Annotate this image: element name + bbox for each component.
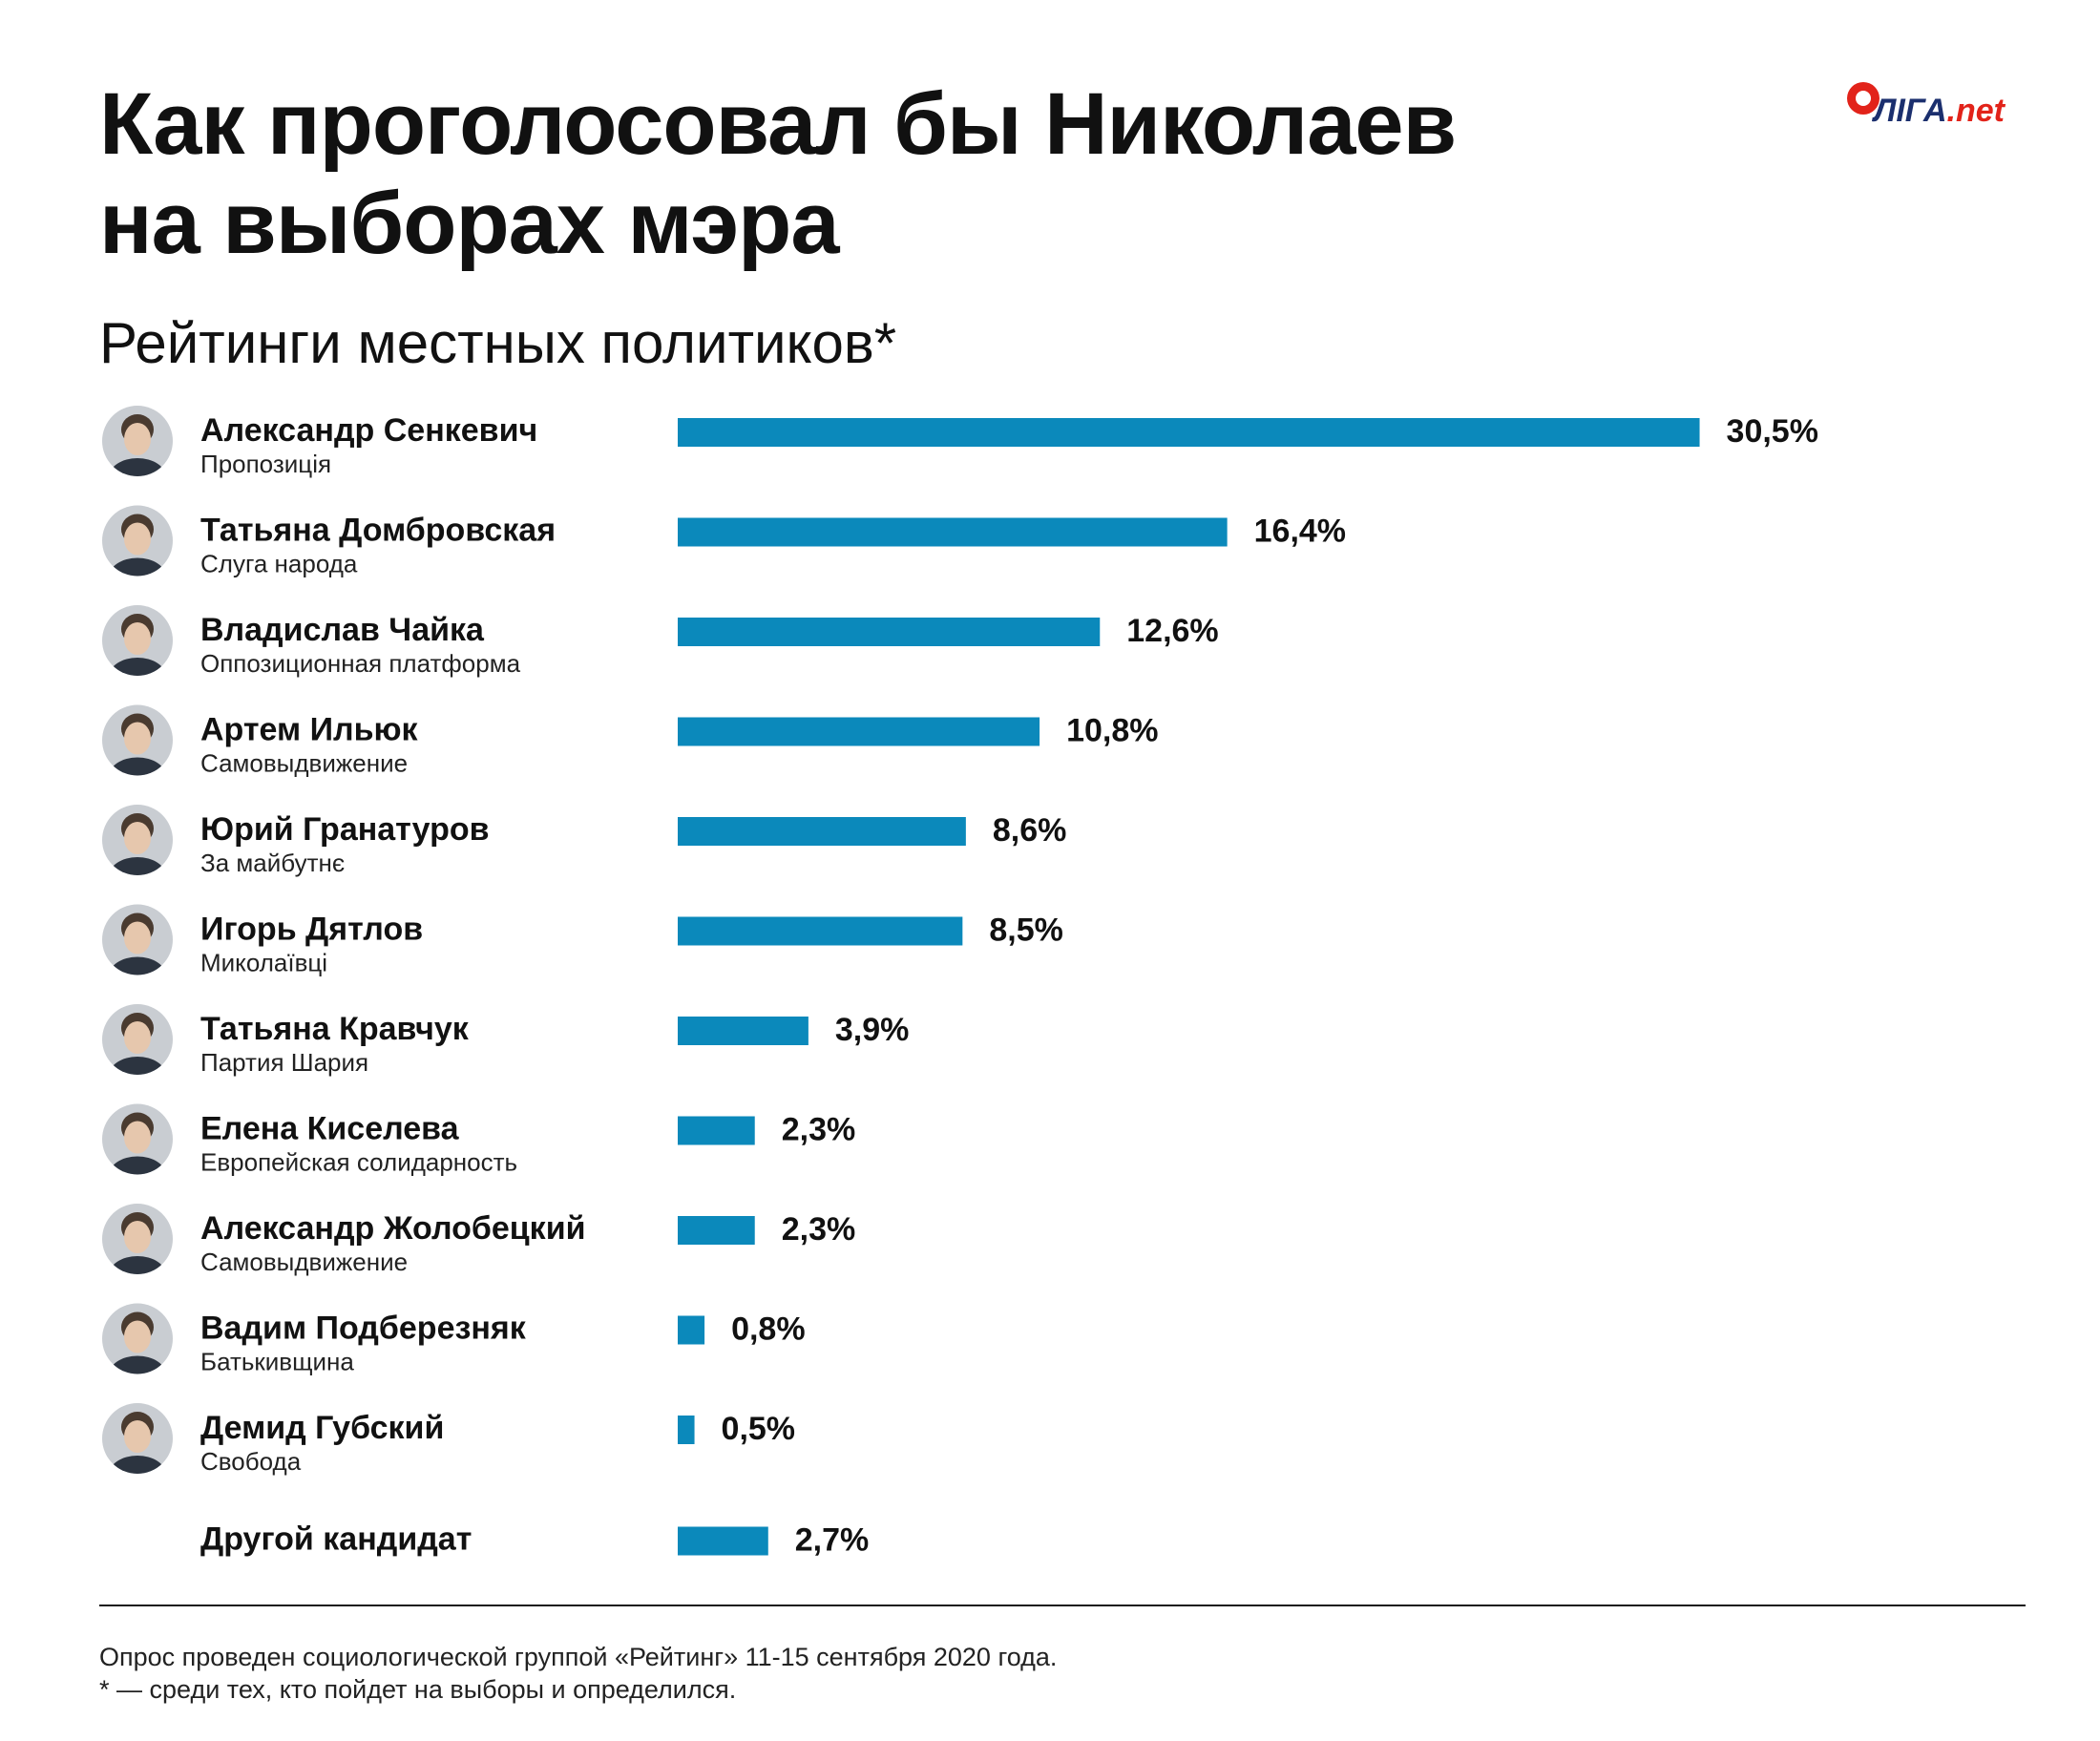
candidate-name: Елена Киселева: [200, 1111, 460, 1147]
bar-value-label: 3,9%: [835, 1012, 910, 1048]
candidate-photo: [102, 1204, 173, 1274]
bar-value-label: 16,4%: [1254, 514, 1346, 550]
candidate-name: Другой кандидат: [200, 1521, 472, 1558]
candidate-photo: [102, 505, 173, 577]
candidate-photo: [102, 1303, 173, 1374]
candidate-photo: [102, 1004, 173, 1075]
candidate-party: Самовыдвижение: [200, 749, 408, 778]
footer-divider: [99, 1605, 2026, 1606]
bar: [678, 517, 1228, 547]
bar-value-label: 8,6%: [993, 812, 1067, 849]
footnote: Опрос проведен социологической группой «…: [99, 1641, 1913, 1706]
logo-tld: .net: [1946, 93, 2005, 129]
bar-value-label: 0,8%: [731, 1311, 806, 1348]
candidate-party: Оппозиционная платформа: [200, 649, 521, 678]
chart-subtitle: Рейтинги местных политиков*: [99, 311, 897, 375]
chart-title: Как проголосовал бы Николаев на выборах …: [99, 74, 1722, 273]
candidate-photo: [102, 1103, 173, 1175]
candidate-photo: [102, 406, 173, 476]
liga-net-logo[interactable]: ЛІГА.net: [1847, 74, 2028, 132]
candidate-party: Слуга народа: [200, 550, 358, 578]
candidate-name: Артем Ильюк: [200, 712, 419, 748]
candidate-photo: [102, 805, 173, 875]
candidate-party: Европейская солидарность: [200, 1148, 517, 1177]
candidate-name: Александр Жолобецкий: [200, 1210, 586, 1247]
chart-title-line-2: на выборах мэра: [99, 175, 840, 272]
candidate-name: Владислав Чайка: [200, 612, 485, 648]
candidate-name: Вадим Подберезняк: [200, 1311, 527, 1347]
bar: [678, 817, 966, 846]
bar-value-label: 0,5%: [722, 1411, 796, 1447]
bar: [678, 618, 1101, 646]
candidate-name: Татьяна Домбровская: [200, 513, 556, 549]
candidate-photo: [102, 704, 173, 776]
bar-value-label: 30,5%: [1727, 413, 1818, 450]
bar: [678, 418, 1700, 447]
candidate-photo: [102, 904, 173, 975]
bar: [678, 916, 963, 946]
bar: [678, 1017, 808, 1045]
candidate-photo: [102, 605, 173, 676]
candidate-name: Татьяна Кравчук: [200, 1011, 470, 1047]
candidate-party: Свобода: [200, 1447, 302, 1476]
candidate-name: Александр Сенкевич: [200, 412, 537, 449]
liga-logo-icon: [1847, 82, 1880, 115]
bar: [678, 1416, 695, 1444]
bar-value-label: 8,5%: [989, 912, 1063, 949]
bar-value-label: 10,8%: [1066, 713, 1158, 749]
candidate-name: Юрий Гранатуров: [200, 811, 490, 848]
candidate-name: Демид Губский: [200, 1410, 444, 1446]
candidate-photo: [102, 1403, 173, 1474]
candidate-name: Игорь Дятлов: [200, 912, 423, 948]
bar: [678, 1315, 705, 1345]
bar: [678, 1526, 768, 1556]
candidate-party: За майбутнє: [200, 849, 345, 877]
bar-value-label: 2,7%: [795, 1522, 870, 1559]
survey-source-note: Опрос проведен социологической группой «…: [99, 1643, 1058, 1671]
candidate-party: Самовыдвижение: [200, 1248, 408, 1276]
bar: [678, 1116, 755, 1145]
chart-title-line-1: Как проголосовал бы Николаев: [99, 75, 1457, 173]
candidate-party: Партия Шария: [200, 1048, 368, 1077]
asterisk-note: * — среди тех, кто пойдет на выборы и оп…: [99, 1675, 737, 1704]
candidate-row: Другой кандидат 2,7%: [200, 1521, 869, 1559]
candidate-party: Миколаївці: [200, 949, 327, 977]
bar-value-label: 12,6%: [1126, 613, 1218, 649]
bar: [678, 1216, 755, 1245]
candidate-party: Пропозиція: [200, 450, 331, 478]
bar-value-label: 2,3%: [782, 1112, 856, 1148]
candidate-party: Батькивщина: [200, 1348, 354, 1376]
bar: [678, 717, 1040, 746]
bar-value-label: 2,3%: [782, 1211, 856, 1248]
logo-name: ЛІГА: [1874, 93, 1947, 129]
